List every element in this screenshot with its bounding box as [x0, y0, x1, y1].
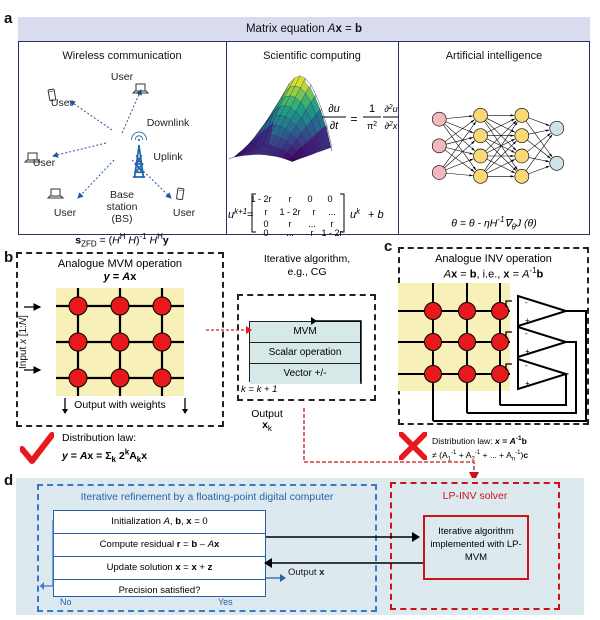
svg-text:∂2u: ∂2u: [384, 104, 397, 115]
svg-text:Uplink: Uplink: [153, 151, 183, 163]
svg-text:(BS): (BS): [112, 213, 133, 225]
svg-text:...: ...: [286, 228, 294, 236]
svg-text:User: User: [51, 97, 74, 109]
svg-text:-: -: [525, 329, 528, 338]
svg-text:1 - 2r: 1 - 2r: [321, 228, 342, 236]
svg-text:∂2x: ∂2x: [385, 121, 398, 132]
svg-text:station: station: [107, 201, 138, 213]
svg-text:-: -: [525, 298, 528, 307]
svg-text:uk+1: uk+1: [228, 207, 247, 222]
svg-text:...: ...: [328, 207, 336, 217]
svg-text:User: User: [33, 157, 56, 169]
svg-text:∂u: ∂u: [328, 103, 340, 115]
svg-text:Downlink: Downlink: [147, 117, 190, 129]
svg-text:1 - 2r: 1 - 2r: [250, 194, 271, 204]
svg-text:Base: Base: [110, 189, 134, 201]
svg-text:-: -: [525, 361, 528, 370]
svg-text:+: +: [525, 379, 530, 388]
svg-text:0: 0: [307, 194, 312, 204]
svg-text:+: +: [525, 316, 530, 325]
svg-text:π2: π2: [367, 121, 377, 132]
svg-text:0: 0: [327, 194, 332, 204]
svg-text:r: r: [265, 207, 268, 217]
svg-text:∂t: ∂t: [330, 120, 339, 132]
svg-text:uk: uk: [350, 207, 361, 222]
svg-text:1: 1: [369, 103, 375, 115]
svg-text:0: 0: [263, 228, 268, 236]
svg-text:=: =: [350, 112, 357, 126]
svg-text:User: User: [173, 207, 196, 219]
svg-text:+: +: [525, 347, 530, 356]
svg-text:r: r: [289, 194, 292, 204]
svg-text:+ b: + b: [368, 209, 384, 221]
svg-text:User: User: [111, 71, 134, 83]
svg-text:r: r: [311, 228, 314, 236]
svg-text:r: r: [313, 207, 316, 217]
svg-text:1 - 2r: 1 - 2r: [279, 207, 300, 217]
svg-text:User: User: [54, 207, 77, 219]
